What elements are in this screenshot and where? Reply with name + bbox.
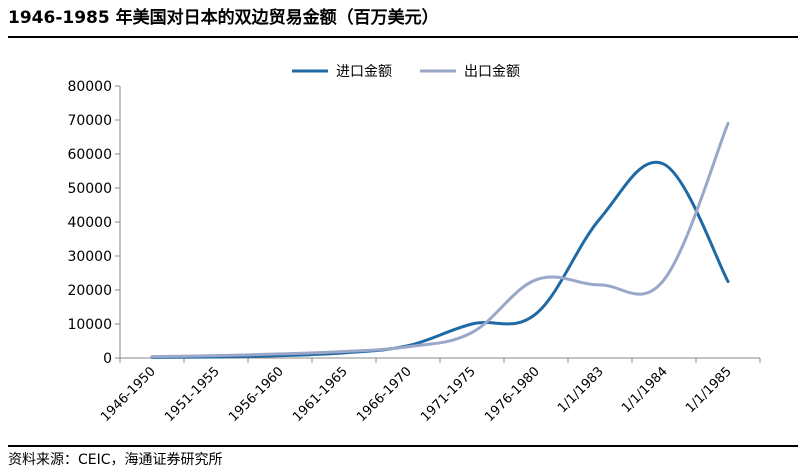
x-tick-label: 1/1/1985 [683, 364, 735, 416]
legend-label: 进口金额 [336, 64, 392, 80]
source-note: 资料来源：CEIC，海通证券研究所 [8, 445, 798, 469]
series-line-2 [150, 121, 730, 359]
x-tick-label: 1946-1950 [98, 364, 159, 425]
y-tick-label: 20000 [67, 283, 112, 299]
x-tick-label: 1971-1975 [418, 364, 479, 425]
y-tick-label: 10000 [67, 317, 112, 333]
x-tick-label: 1966-1970 [354, 364, 415, 425]
y-tick-label: 0 [103, 351, 112, 367]
y-tick-label: 40000 [67, 215, 112, 231]
x-axis: 1946-1950 1951-1955 1956-1960 1961-1965 1966… [98, 357, 761, 425]
x-tick-label: 1961-1965 [290, 364, 351, 425]
series-layer [150, 121, 730, 359]
chart-title: 1946-1985 年美国对日本的双边贸易金额（百万美元） [8, 6, 798, 38]
x-tick-label: 1976-1980 [482, 364, 543, 425]
y-tick-label: 50000 [67, 181, 112, 197]
x-tick-label: 1/1/1983 [555, 364, 607, 416]
y-tick-label: 80000 [67, 79, 112, 95]
legend-label: 出口金额 [464, 64, 520, 80]
y-tick-label: 60000 [67, 147, 112, 163]
x-tick-label: 1956-1960 [226, 364, 287, 425]
y-axis: 0 10000 20000 30000 40000 50000 60000 70000 8000… [67, 79, 121, 367]
series-line-1 [150, 160, 730, 359]
legend: 进口金额 出口金额 [292, 64, 520, 80]
y-tick-label: 70000 [67, 113, 112, 129]
x-tick-label: 1951-1955 [162, 364, 223, 425]
y-tick-label: 30000 [67, 249, 112, 265]
x-tick-label: 1/1/1984 [619, 364, 671, 416]
